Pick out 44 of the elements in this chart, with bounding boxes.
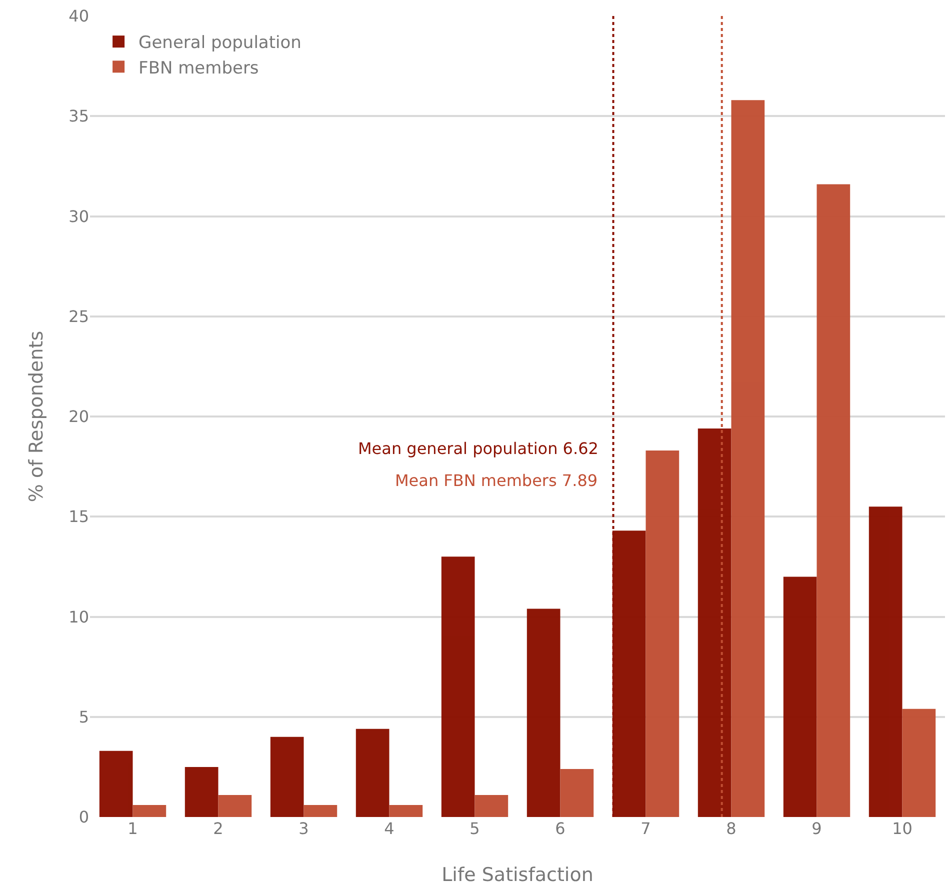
bar bbox=[184, 766, 218, 817]
bar bbox=[868, 506, 902, 817]
y-tick-label: 40 bbox=[68, 6, 89, 26]
bar bbox=[270, 736, 304, 817]
y-tick-label: 0 bbox=[78, 808, 89, 827]
y-tick-label: 25 bbox=[68, 306, 89, 326]
x-tick-label: 8 bbox=[726, 819, 736, 838]
x-tick-label: 2 bbox=[213, 819, 224, 838]
x-tick-label: 5 bbox=[470, 819, 480, 838]
bar bbox=[646, 450, 680, 817]
bar bbox=[356, 728, 390, 817]
bar bbox=[731, 100, 765, 817]
y-tick-label: 10 bbox=[68, 607, 89, 626]
bar bbox=[218, 794, 252, 817]
x-tick-label: 3 bbox=[298, 819, 309, 838]
x-tick-label: 4 bbox=[384, 819, 394, 838]
y-tick-label: 5 bbox=[78, 707, 89, 726]
legend-label: FBN members bbox=[138, 58, 259, 78]
bar bbox=[99, 750, 133, 817]
bar bbox=[902, 708, 936, 817]
x-tick-label: 9 bbox=[812, 819, 822, 838]
bar bbox=[441, 556, 475, 817]
y-tick-label: 30 bbox=[68, 206, 89, 226]
bar bbox=[560, 768, 594, 817]
y-axis-title: % of Respondents bbox=[25, 330, 48, 502]
bar bbox=[783, 576, 817, 817]
legend-label: General population bbox=[138, 33, 302, 54]
y-tick-label: 15 bbox=[68, 507, 89, 526]
ref-line-label: Mean general population 6.62 bbox=[358, 439, 598, 458]
bar bbox=[474, 794, 508, 817]
bar bbox=[132, 804, 166, 817]
x-tick-label: 7 bbox=[640, 819, 651, 838]
x-axis-title: Life Satisfaction bbox=[442, 864, 594, 886]
x-tick-label: 1 bbox=[128, 819, 138, 838]
x-tick-label: 10 bbox=[892, 819, 912, 838]
bar bbox=[304, 804, 338, 817]
x-tick-label: 6 bbox=[555, 819, 566, 838]
y-tick-label: 35 bbox=[68, 106, 89, 126]
bar bbox=[389, 804, 423, 817]
ref-line-label: Mean FBN members 7.89 bbox=[395, 471, 598, 490]
bar bbox=[698, 428, 732, 817]
bar bbox=[816, 184, 850, 817]
y-tick-label: 20 bbox=[68, 407, 89, 426]
bar bbox=[526, 608, 560, 817]
